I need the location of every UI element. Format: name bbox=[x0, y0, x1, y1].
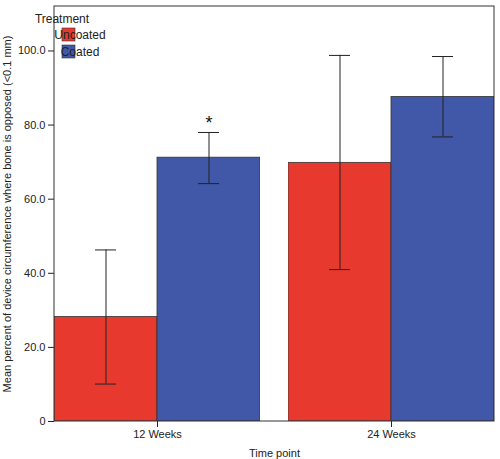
svg-text:40.0: 40.0 bbox=[24, 267, 45, 279]
svg-text:*: * bbox=[205, 113, 212, 133]
svg-text:80.0: 80.0 bbox=[24, 119, 45, 131]
svg-text:Uncoated: Uncoated bbox=[54, 28, 105, 42]
svg-text:100.0: 100.0 bbox=[18, 44, 46, 56]
svg-text:12 Weeks: 12 Weeks bbox=[133, 428, 182, 440]
svg-text:24 Weeks: 24 Weeks bbox=[367, 428, 416, 440]
svg-text:60.0: 60.0 bbox=[24, 193, 45, 205]
svg-text:Time point: Time point bbox=[249, 447, 300, 459]
svg-text:Coated: Coated bbox=[61, 45, 100, 59]
svg-text:0: 0 bbox=[39, 415, 45, 427]
svg-text:Treatment: Treatment bbox=[35, 12, 90, 26]
svg-text:Mean percent of device circumf: Mean percent of device circumference whe… bbox=[1, 36, 13, 393]
svg-text:20.0: 20.0 bbox=[24, 341, 45, 353]
